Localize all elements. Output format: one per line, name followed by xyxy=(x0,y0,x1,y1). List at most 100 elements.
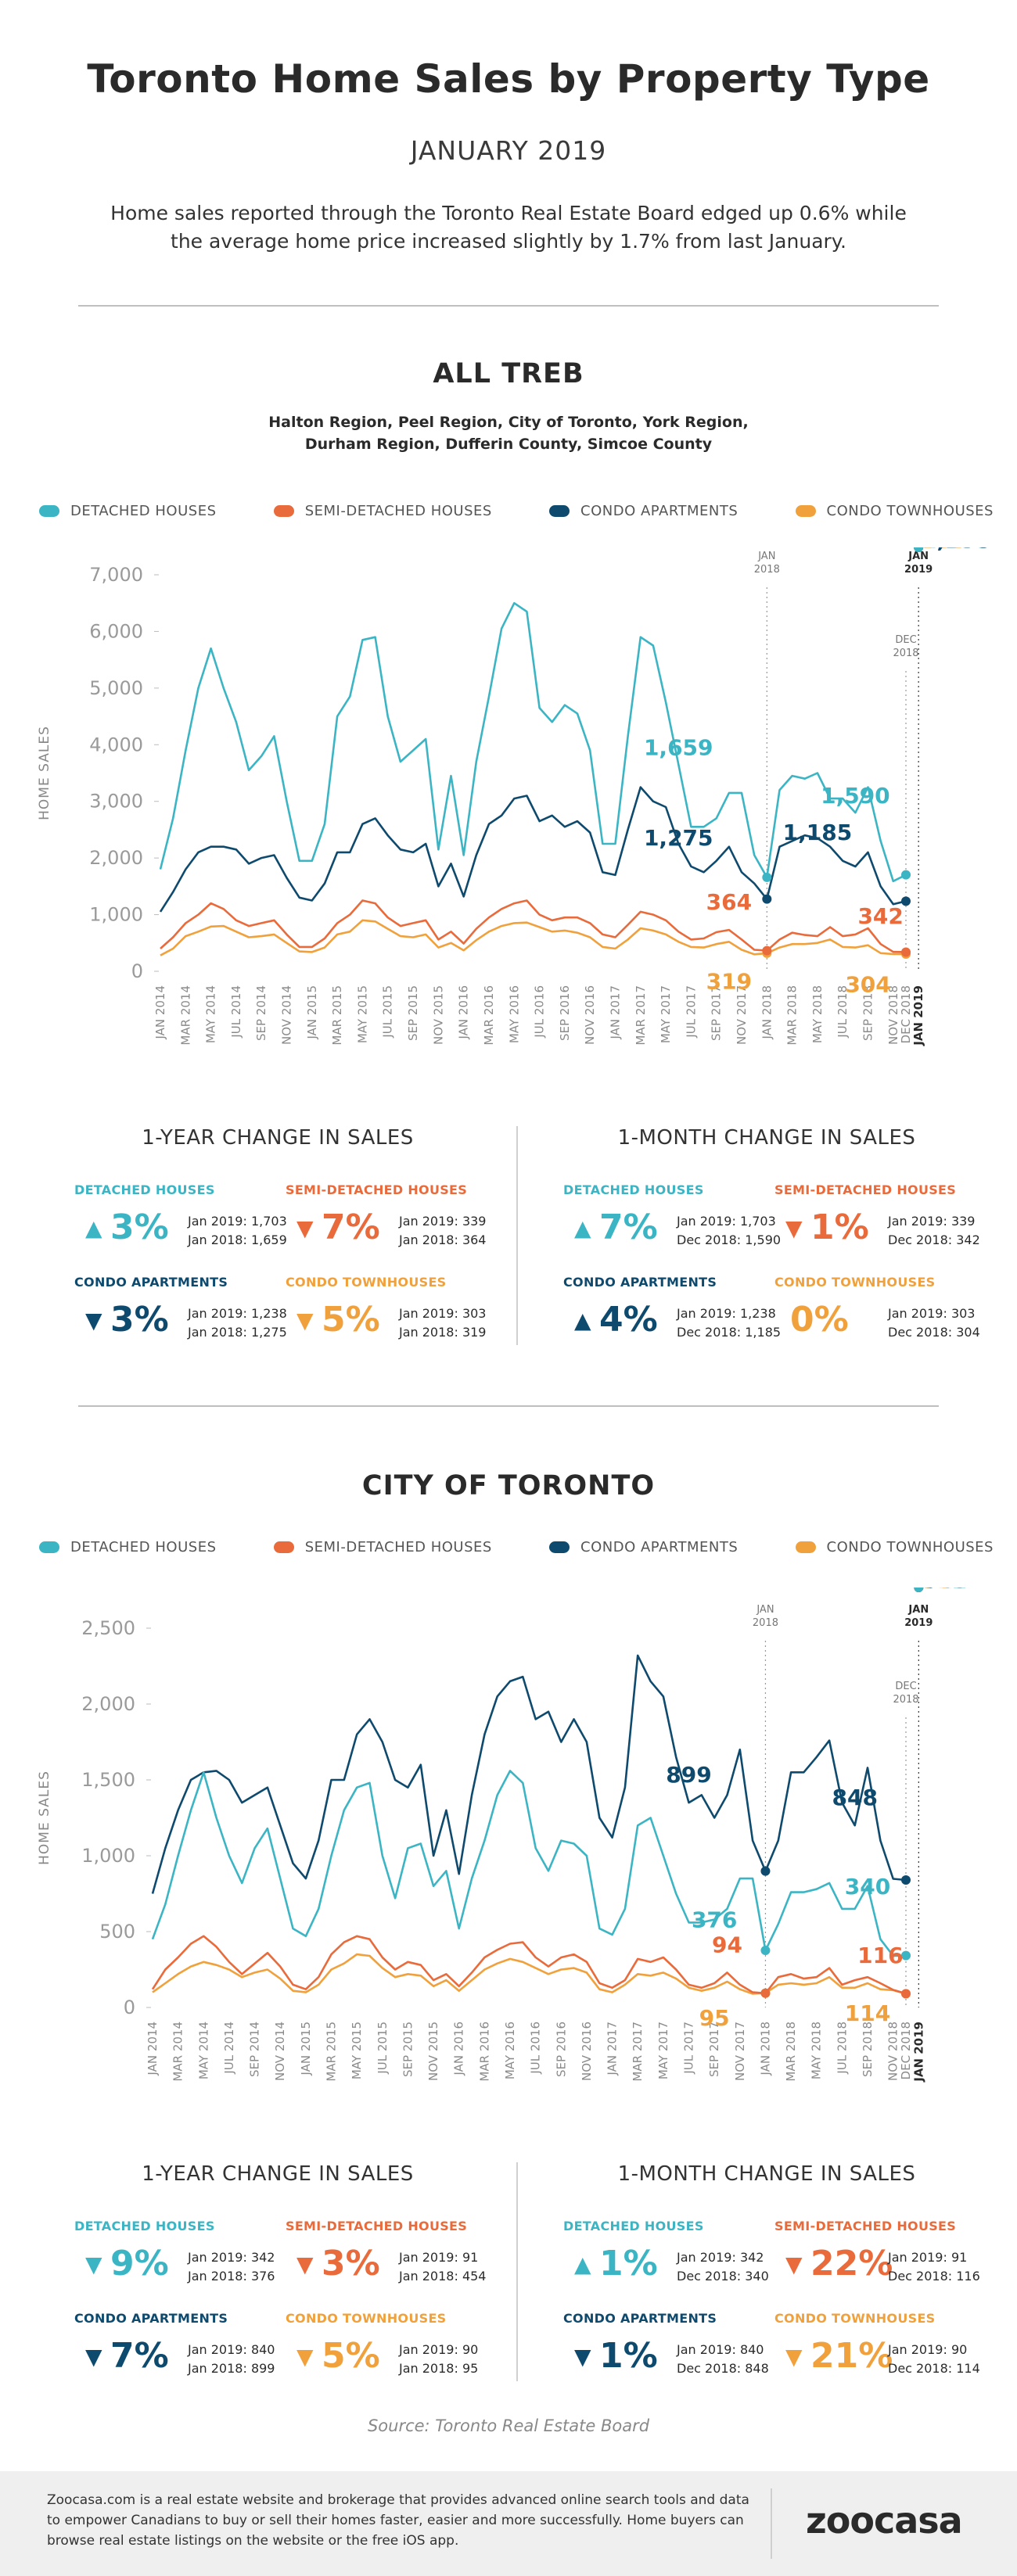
change-values: Jan 2019: 1,703 Jan 2018: 1,659 xyxy=(188,1212,287,1250)
x-tick-label: JAN 2016 xyxy=(457,985,471,1040)
x-tick-label: JAN 2018 xyxy=(758,2022,772,2076)
legend-swatch xyxy=(795,504,816,517)
series-line-semi xyxy=(160,899,907,953)
change-cell-label: DETACHED HOUSES xyxy=(563,1182,704,1197)
x-tick-label: JAN 2014 xyxy=(153,985,167,1040)
x-tick-label: SEP 2017 xyxy=(710,985,724,1041)
x-tick-label: SEP 2018 xyxy=(861,985,875,1041)
change-values: Jan 2019: 840 Jan 2018: 899 xyxy=(188,2341,275,2378)
data-point-semi xyxy=(762,945,772,956)
data-point-semi xyxy=(901,947,911,957)
x-tick-label: MAR 2017 xyxy=(631,2022,645,2082)
x-tick-label: SEP 2018 xyxy=(861,2022,875,2077)
change-value-line: Dec 2018: 114 xyxy=(888,2361,980,2376)
change-value-line: Jan 2018: 364 xyxy=(399,1232,487,1247)
data-point-detached xyxy=(914,1588,924,1592)
x-tick-label: NOV 2016 xyxy=(583,985,597,1045)
x-tick-label: MAY 2016 xyxy=(503,2022,517,2079)
data-label-condo_apt: 899 xyxy=(666,1762,711,1788)
y-tick-label: 0 xyxy=(131,960,143,982)
change-values: Jan 2019: 90 Dec 2018: 114 xyxy=(888,2341,980,2378)
change-cell-detached: DETACHED HOUSES ▲ 7% Jan 2019: 1,703 Dec 201… xyxy=(563,1182,781,1268)
change-cell-semi: SEMI-DETACHED HOUSES ▼ 3% Jan 2019: 91 Jan 2… xyxy=(286,2219,493,2305)
change-values: Jan 2019: 840 Dec 2018: 848 xyxy=(677,2341,769,2378)
triangle-down-icon: ▼ xyxy=(785,1215,803,1241)
series-line-detached xyxy=(151,1770,907,1957)
change-cell-label: DETACHED HOUSES xyxy=(74,1182,215,1197)
change-cell-condo_town: CONDO TOWNHOUSES 0% Jan 2019: 303 Dec 2018:… xyxy=(774,1275,982,1361)
intro-text: Home sales reported through the Toronto … xyxy=(110,202,907,253)
legend: DETACHED HOUSES SEMI-DETACHED HOUSES CON… xyxy=(39,499,994,522)
change-value-line: Jan 2019: 90 xyxy=(399,2342,479,2357)
change-percent: 21% xyxy=(810,2336,893,2376)
data-label-condo_apt: 1,275 xyxy=(644,825,713,851)
change-value-line: Jan 2019: 1,238 xyxy=(677,1306,776,1321)
legend-item-condo-apt: CONDO APARTMENTS xyxy=(549,499,738,522)
change-cell-condo_apt: CONDO APARTMENTS ▲ 4% Jan 2019: 1,238 Dec 20… xyxy=(563,1275,781,1361)
triangle-up-icon: ▲ xyxy=(574,2251,591,2277)
change-cell-label: CONDO TOWNHOUSES xyxy=(286,2311,447,2326)
section-subtitle-line: Durham Region, Dufferin County, Simcoe C… xyxy=(304,436,713,453)
x-tick-label: NOV 2017 xyxy=(735,985,749,1045)
change-values: Jan 2019: 91 Jan 2018: 454 xyxy=(399,2248,486,2286)
legend-swatch xyxy=(273,1541,294,1553)
x-tick-label: JAN 2016 xyxy=(452,2022,466,2076)
legend-label: CONDO APARTMENTS xyxy=(580,1538,738,1555)
triangle-down-icon: ▼ xyxy=(574,2344,591,2370)
change-percent: 5% xyxy=(322,2336,380,2376)
y-tick-label: 0 xyxy=(124,1997,135,2018)
y-tick-label: 5,000 xyxy=(89,677,143,699)
x-tick-label: SEP 2014 xyxy=(248,2022,262,2077)
legend-label: CONDO TOWNHOUSES xyxy=(826,502,994,519)
data-point-condo_apt xyxy=(901,1875,911,1885)
change-value-line: Jan 2019: 1,703 xyxy=(188,1214,287,1229)
divider xyxy=(78,1405,939,1407)
change-value-line: Jan 2018: 376 xyxy=(188,2269,275,2284)
change-percent: 1% xyxy=(810,1207,869,1247)
x-tick-label: MAY 2017 xyxy=(659,985,673,1043)
page-subtitle: JANUARY 2019 xyxy=(410,135,607,166)
change-value-line: Dec 2018: 304 xyxy=(888,1325,980,1340)
x-tick-label: JAN 2018 xyxy=(760,985,774,1040)
change-values: Jan 2019: 303 Jan 2018: 319 xyxy=(399,1304,486,1342)
x-tick-label: MAR 2014 xyxy=(171,2022,185,2082)
change-values: Jan 2019: 1,238 Jan 2018: 1,275 xyxy=(188,1304,287,1342)
change-cell-semi: SEMI-DETACHED HOUSES ▼ 1% Jan 2019: 339 Dec … xyxy=(774,1182,982,1268)
data-label-condo_town: 319 xyxy=(706,968,752,994)
x-tick-label: JUL 2016 xyxy=(529,2022,543,2075)
x-tick-label: JAN 2019 xyxy=(911,985,925,1046)
data-label-semi: 94 xyxy=(712,1932,742,1957)
annotation-label: DEC xyxy=(895,1681,916,1692)
legend-swatch xyxy=(795,1541,816,1553)
change-cell-detached: DETACHED HOUSES ▲ 3% Jan 2019: 1,703 Jan 201… xyxy=(74,1182,287,1268)
x-tick-label: MAR 2016 xyxy=(482,985,496,1046)
x-tick-label: MAR 2015 xyxy=(330,985,344,1046)
data-label-condo_apt: 840 xyxy=(922,1588,967,1593)
page-title: Toronto Home Sales by Property Type xyxy=(87,56,930,102)
change-value-line: Jan 2019: 91 xyxy=(888,2250,968,2265)
legend-swatch xyxy=(273,504,294,517)
line-chart-city-of-toronto: 0 500 1,000 1,500 2,000 2,500 HOME SALES JAN 20… xyxy=(37,1588,967,2083)
data-label-condo_apt: 1,238 xyxy=(922,547,991,553)
footer-text: Zoocasa.com is a real estate website and… xyxy=(47,2492,749,2549)
x-tick-label: NOV 2015 xyxy=(426,2022,440,2081)
y-axis-label: HOME SALES xyxy=(37,726,52,820)
y-tick-label: 2,000 xyxy=(81,1693,135,1715)
data-label-condo_town: 303 xyxy=(922,547,967,553)
change-values: Jan 2019: 1,238 Dec 2018: 1,185 xyxy=(677,1304,781,1342)
x-tick-label: NOV 2017 xyxy=(733,2022,747,2081)
data-label-semi: 342 xyxy=(857,903,903,929)
x-tick-label: DEC 2018 xyxy=(899,2022,913,2079)
data-label-condo_town: 90 xyxy=(922,1588,952,1593)
data-point-condo_apt xyxy=(760,1866,771,1876)
change-cell-label: CONDO TOWNHOUSES xyxy=(286,1275,447,1290)
y-tick-label: 2,000 xyxy=(89,847,143,869)
change-cell-label: CONDO APARTMENTS xyxy=(563,1275,717,1290)
change-value-line: Jan 2019: 342 xyxy=(677,2250,764,2265)
y-tick-label: 7,000 xyxy=(89,564,143,586)
y-tick-label: 6,000 xyxy=(89,620,143,642)
change-values: Jan 2019: 339 Jan 2018: 364 xyxy=(399,1212,486,1250)
change-value-line: Jan 2018: 95 xyxy=(399,2361,479,2376)
change-value-line: Jan 2018: 899 xyxy=(188,2361,275,2376)
change-cell-detached: DETACHED HOUSES ▲ 1% Jan 2019: 342 Dec 2018:… xyxy=(563,2219,771,2305)
